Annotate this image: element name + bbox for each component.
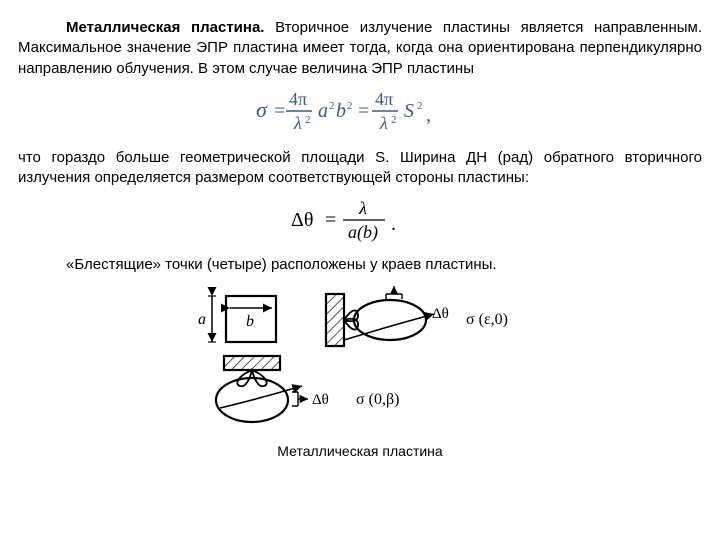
label-dtheta1: Δθ bbox=[432, 306, 449, 322]
label-dtheta2: Δθ bbox=[312, 392, 329, 408]
label-sigma2: σ (0,β) bbox=[356, 391, 399, 408]
label-b: b bbox=[246, 313, 254, 330]
figure-caption: Металлическая пластина bbox=[18, 443, 702, 459]
f2-eq: = bbox=[325, 209, 336, 231]
paragraph-2: что гораздо больше геометрической площад… bbox=[18, 148, 702, 189]
f1-num2: 4π bbox=[375, 89, 393, 109]
f2-den: a(b) bbox=[348, 222, 378, 243]
f2-dot: . bbox=[391, 213, 396, 235]
f1-den2-l: λ bbox=[379, 113, 388, 133]
p1-bold: Металлическая пластина. bbox=[66, 19, 264, 36]
dtheta-bracket-1 bbox=[386, 294, 402, 299]
label-sigma1: σ (ε,0) bbox=[466, 311, 508, 328]
plate-side-2 bbox=[224, 356, 280, 370]
formula-1: σ = 4π λ 2 a 2 b 2 = 4π λ 2 S bbox=[18, 85, 702, 142]
axis-arrow-2 bbox=[220, 386, 302, 408]
f1-den1-exp: 2 bbox=[305, 114, 311, 126]
f2-dtheta: Δθ bbox=[291, 209, 313, 231]
diagram: a b Δθ σ (ε,0) bbox=[18, 282, 702, 437]
f1-den2-exp: 2 bbox=[391, 114, 397, 126]
f1-eq1: = bbox=[274, 100, 285, 122]
f2-num: λ bbox=[358, 198, 367, 218]
dtheta-bracket-2 bbox=[292, 392, 298, 406]
label-a: a bbox=[198, 311, 206, 328]
formula-2: Δθ = λ a(b) . bbox=[18, 194, 702, 249]
f1-a: a bbox=[318, 100, 328, 122]
paragraph-1: Металлическая пластина. Вторичное излуче… bbox=[18, 18, 702, 79]
f1-eq2: = bbox=[358, 100, 369, 122]
plate-side-1 bbox=[326, 294, 344, 346]
f1-b: b bbox=[336, 100, 346, 122]
f1-den1-l: λ bbox=[293, 113, 302, 133]
f1-comma: , bbox=[426, 104, 431, 126]
f1-S2: 2 bbox=[417, 100, 423, 112]
f1-S: S bbox=[404, 100, 414, 122]
paragraph-3: «Блестящие» точки (четыре) расположены у… bbox=[18, 255, 702, 275]
f1-b2: 2 bbox=[347, 100, 353, 112]
f1-sigma: σ bbox=[256, 97, 268, 122]
f1-num1: 4π bbox=[289, 89, 307, 109]
f1-a2: 2 bbox=[329, 100, 335, 112]
